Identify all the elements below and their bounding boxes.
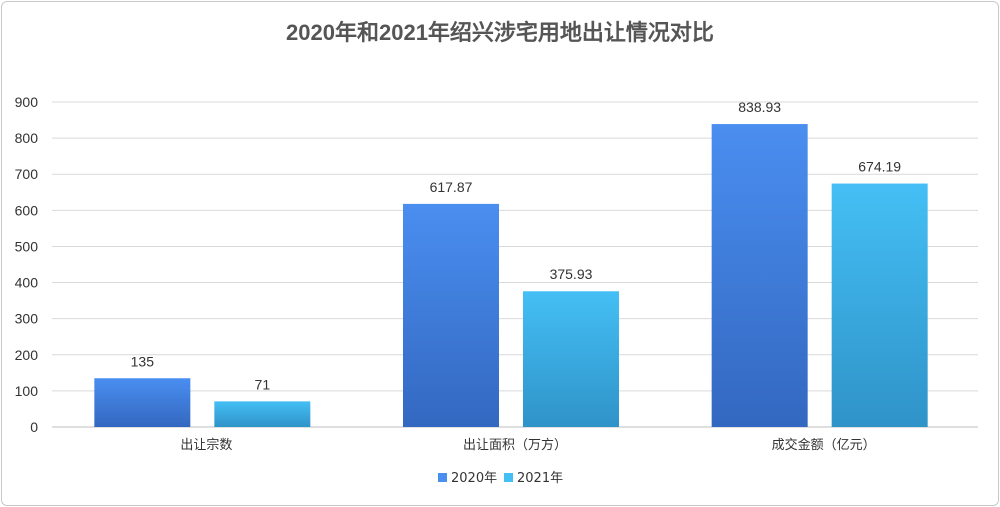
y-tick-label: 400 bbox=[15, 275, 39, 291]
y-tick-label: 0 bbox=[30, 419, 38, 435]
data-label: 375.93 bbox=[550, 266, 593, 282]
bar-series1 bbox=[711, 124, 808, 428]
legend-swatch bbox=[504, 473, 513, 482]
data-label: 674.19 bbox=[858, 159, 901, 175]
data-label: 838.93 bbox=[738, 99, 781, 115]
y-tick-label: 600 bbox=[15, 202, 39, 218]
legend-label: 2021年 bbox=[517, 471, 563, 486]
x-axis-categories: 出让宗数 出让面积（万方） 成交金额（亿元） bbox=[180, 437, 875, 453]
y-tick-label: 500 bbox=[15, 238, 39, 254]
category-label: 出让面积（万方） bbox=[463, 437, 567, 453]
data-label: 135 bbox=[131, 353, 155, 369]
y-axis-ticks: 0 100 200 300 400 500 600 700 800 900 bbox=[15, 94, 39, 435]
y-tick-label: 100 bbox=[15, 383, 39, 399]
legend-swatch bbox=[438, 473, 447, 482]
bar-series1 bbox=[94, 378, 191, 427]
y-tick-label: 200 bbox=[15, 347, 39, 363]
bar-series2 bbox=[831, 183, 928, 427]
data-labels: 135 71 617.87 375.93 838.93 674.19 bbox=[131, 99, 902, 392]
category-label: 成交金额（亿元） bbox=[772, 437, 876, 453]
data-label: 71 bbox=[255, 376, 271, 392]
bar-series2 bbox=[214, 401, 311, 427]
y-tick-label: 700 bbox=[15, 166, 39, 182]
bar-series1 bbox=[403, 203, 499, 427]
gridlines bbox=[52, 101, 978, 428]
data-label: 617.87 bbox=[430, 179, 473, 195]
y-tick-label: 800 bbox=[15, 130, 39, 146]
y-tick-label: 900 bbox=[15, 94, 39, 110]
bar-series2 bbox=[523, 291, 619, 427]
y-tick-label: 300 bbox=[15, 311, 39, 327]
chart-title: 2020年和2021年绍兴涉宅用地出让情况对比 bbox=[286, 20, 714, 45]
category-label: 出让宗数 bbox=[180, 437, 232, 453]
bars bbox=[94, 124, 928, 428]
legend-label: 2020年 bbox=[451, 471, 497, 486]
legend: 2020年 2021年 bbox=[438, 471, 563, 486]
